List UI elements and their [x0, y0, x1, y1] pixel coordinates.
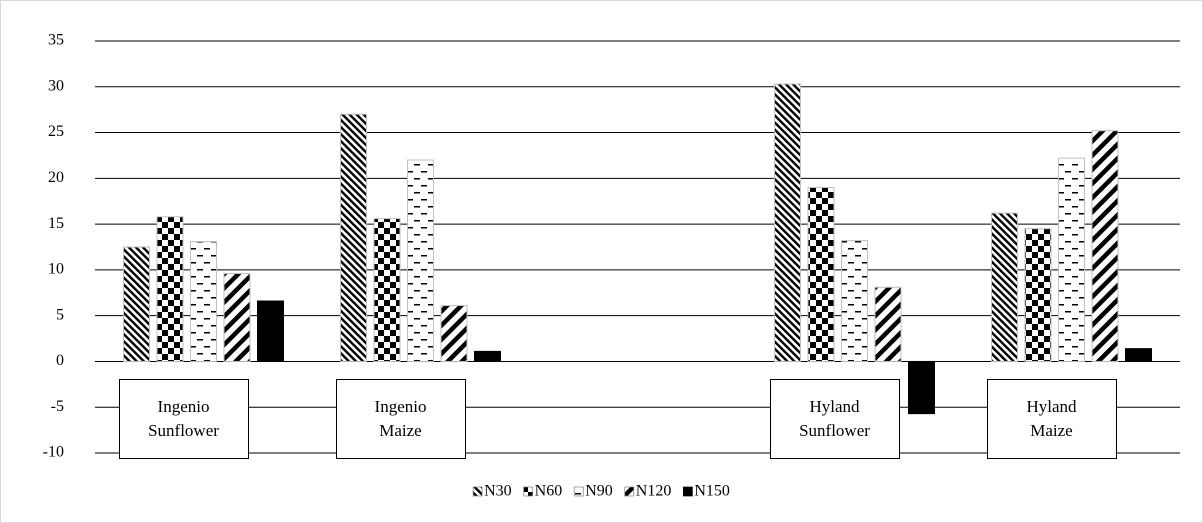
category-label: Hyland Maize	[986, 379, 1117, 459]
y-tick-label: -5	[51, 398, 64, 415]
bar	[908, 360, 935, 415]
bar	[123, 246, 150, 362]
legend-swatch	[624, 486, 635, 497]
bar	[223, 273, 251, 362]
legend-swatch	[682, 486, 693, 497]
bar	[991, 212, 1018, 362]
y-tick-label: -10	[43, 444, 64, 461]
bar	[440, 305, 468, 362]
y-tick-label: 30	[48, 77, 64, 94]
y-tick-label: 5	[56, 306, 64, 323]
bar	[1091, 130, 1119, 362]
legend-label: N150	[694, 483, 730, 500]
bar	[1024, 228, 1052, 362]
bar	[407, 159, 434, 362]
bar	[340, 113, 367, 362]
y-tick-label: 15	[48, 215, 64, 232]
bar	[190, 241, 217, 362]
bar	[874, 286, 902, 362]
legend-swatch	[472, 486, 483, 497]
bar	[841, 240, 868, 362]
bar	[1125, 348, 1152, 362]
legend-label: N60	[535, 483, 563, 500]
legend-label: N120	[636, 483, 672, 500]
category-label: Hyland Sunflower	[769, 379, 900, 459]
bar	[807, 186, 835, 362]
bar	[156, 216, 184, 362]
y-tick-label: 10	[48, 261, 64, 278]
legend-label: N30	[484, 483, 512, 500]
bar	[257, 300, 284, 362]
y-tick-label: 25	[48, 123, 64, 140]
y-tick-label: 0	[56, 352, 64, 369]
y-tick-label: 35	[48, 32, 64, 49]
bar	[474, 350, 501, 362]
bar	[774, 83, 801, 362]
bar	[373, 218, 401, 362]
category-label: Ingenio Maize	[335, 379, 466, 459]
y-tick-label: 20	[48, 169, 64, 186]
legend-swatch	[573, 486, 584, 497]
legend-swatch	[523, 486, 534, 497]
legend-label: N90	[585, 483, 613, 500]
category-label: Ingenio Sunflower	[118, 379, 249, 459]
bar	[1058, 157, 1085, 362]
